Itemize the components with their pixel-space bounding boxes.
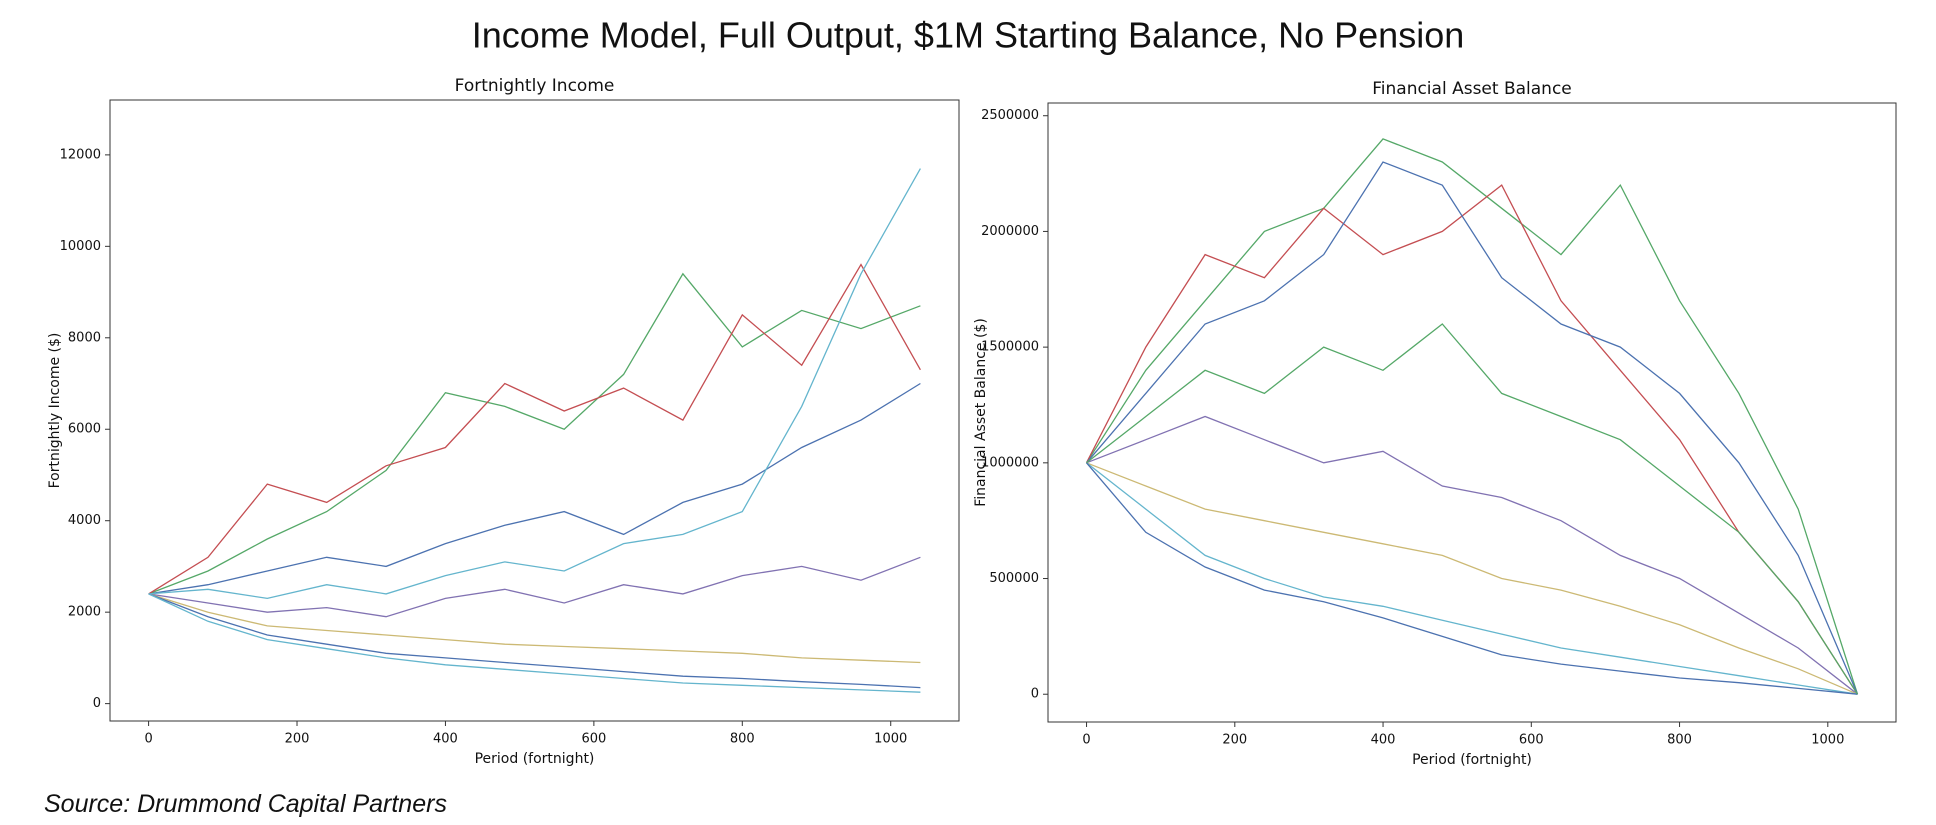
y-tick-label: 12000 bbox=[60, 147, 101, 162]
series-line bbox=[1086, 462, 1858, 695]
y-tick-label: 500000 bbox=[989, 571, 1039, 586]
y-tick-label: 0 bbox=[1031, 687, 1039, 702]
y-axis-label: Financial Asset Balance ($) bbox=[973, 318, 989, 507]
y-tick-label: 8000 bbox=[68, 330, 101, 345]
series-line bbox=[1085, 184, 1859, 695]
x-tick-label: 200 bbox=[285, 732, 310, 747]
x-tick-label: 0 bbox=[144, 732, 152, 747]
series-line bbox=[148, 593, 921, 693]
x-tick-label: 800 bbox=[1667, 733, 1692, 748]
y-tick-label: 6000 bbox=[68, 422, 101, 437]
x-tick-label: 400 bbox=[433, 732, 458, 747]
y-axis-label: Fortnightly Income ($) bbox=[47, 333, 63, 489]
series-line bbox=[148, 382, 921, 595]
series-line bbox=[148, 593, 921, 664]
source-note: Source: Drummond Capital Partners bbox=[44, 790, 447, 818]
series-line bbox=[1085, 138, 1859, 695]
series-line bbox=[1086, 323, 1859, 695]
series-line bbox=[1086, 161, 1859, 695]
x-tick-label: 1000 bbox=[874, 732, 907, 747]
x-tick-label: 600 bbox=[1519, 733, 1544, 748]
x-tick-label: 1000 bbox=[1811, 733, 1844, 748]
chart-title: Fortnightly Income bbox=[455, 76, 615, 96]
series-line bbox=[148, 556, 921, 618]
x-axis-label: Period (fortnight) bbox=[1412, 752, 1532, 768]
series-line bbox=[148, 168, 921, 600]
x-tick-label: 800 bbox=[730, 732, 755, 747]
series-line bbox=[1086, 415, 1858, 695]
axes-frame bbox=[1047, 102, 1897, 723]
series-line bbox=[1086, 462, 1858, 695]
y-tick-label: 0 bbox=[93, 696, 101, 711]
y-tick-label: 2000000 bbox=[981, 224, 1039, 239]
y-tick-label: 4000 bbox=[68, 513, 101, 528]
series-line bbox=[148, 593, 921, 689]
figure-title: Income Model, Full Output, $1M Starting … bbox=[472, 15, 1465, 56]
y-tick-label: 2500000 bbox=[981, 108, 1039, 123]
y-tick-label: 10000 bbox=[60, 239, 101, 254]
y-tick-label: 2000 bbox=[68, 605, 101, 620]
x-tick-label: 600 bbox=[581, 732, 606, 747]
axes-frame bbox=[109, 99, 960, 722]
series-line bbox=[148, 263, 921, 595]
y-tick-label: 1000000 bbox=[981, 455, 1039, 470]
series-line bbox=[148, 272, 921, 595]
series-line bbox=[1086, 462, 1858, 695]
x-axis-label: Period (fortnight) bbox=[475, 751, 595, 767]
y-tick-label: 1500000 bbox=[981, 340, 1039, 355]
chart-title: Financial Asset Balance bbox=[1372, 79, 1572, 99]
x-tick-label: 200 bbox=[1222, 733, 1247, 748]
x-tick-label: 400 bbox=[1371, 733, 1396, 748]
x-tick-label: 0 bbox=[1082, 733, 1090, 748]
